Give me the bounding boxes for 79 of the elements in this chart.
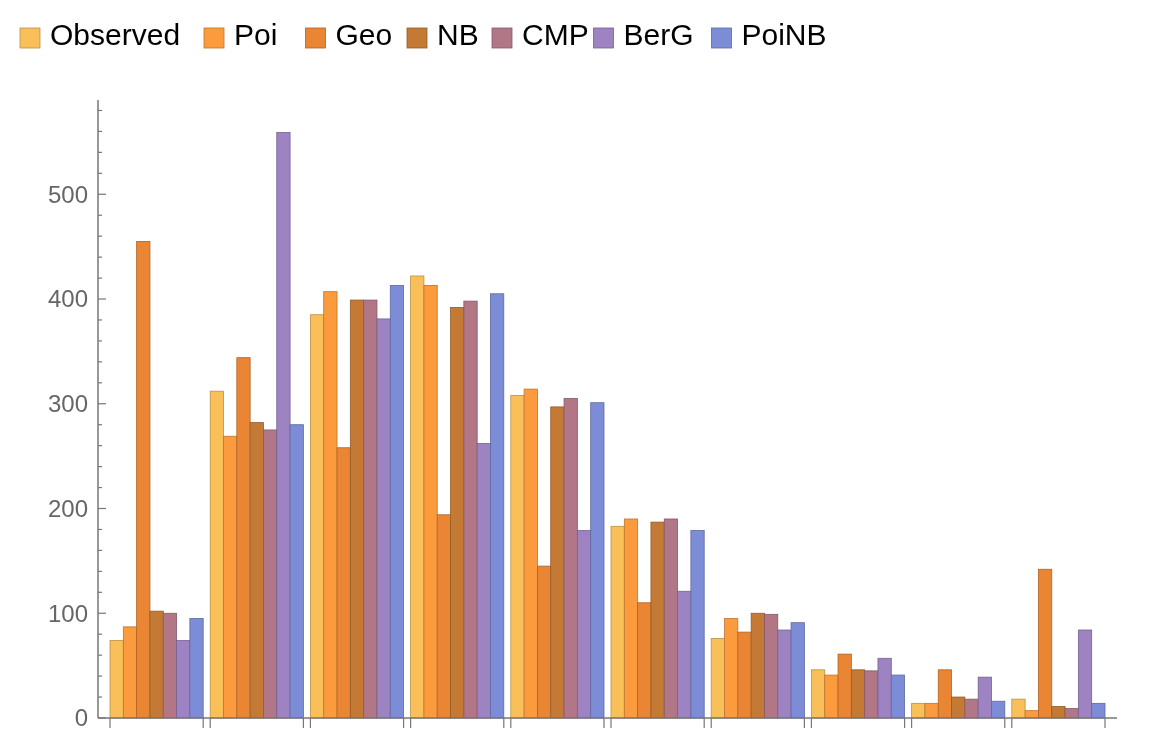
bar [563, 398, 578, 719]
bar [890, 674, 905, 719]
y-tick-label: 100 [47, 599, 88, 627]
bar [951, 696, 966, 719]
bar [263, 429, 278, 719]
bar [490, 293, 505, 719]
bar [750, 612, 765, 719]
legend-label: BerG [623, 18, 694, 51]
bar [837, 653, 852, 719]
bar [964, 698, 979, 719]
bar [991, 700, 1006, 719]
bar [724, 618, 739, 719]
bar [410, 275, 425, 719]
bar [710, 637, 725, 719]
bar [877, 657, 892, 719]
legend-label: PoiNB [741, 18, 827, 51]
y-tick-label: 400 [47, 285, 88, 313]
bar [1038, 568, 1053, 719]
legend-label: Observed [50, 18, 181, 51]
bar [450, 307, 465, 719]
bar [176, 640, 191, 719]
bar [122, 626, 138, 719]
bar [937, 669, 952, 719]
bar [510, 394, 525, 719]
bar [737, 631, 752, 719]
bar [389, 285, 404, 719]
legend-label: Geo [335, 18, 393, 51]
bar [537, 565, 552, 719]
bar [476, 443, 491, 719]
bar [977, 676, 992, 719]
bar [623, 518, 639, 719]
bar [109, 640, 124, 719]
bar [790, 622, 805, 719]
bar [850, 669, 866, 719]
bar [610, 525, 625, 719]
bar [924, 702, 939, 719]
bar [236, 357, 251, 719]
bar [677, 590, 692, 719]
bar [276, 132, 291, 719]
y-tick-label: 300 [47, 390, 88, 418]
bar [463, 300, 478, 719]
bar [436, 514, 451, 719]
bar [209, 390, 224, 719]
bar [149, 610, 164, 719]
bar [363, 299, 378, 719]
bar [590, 402, 605, 719]
bar [690, 530, 705, 719]
bar [523, 388, 538, 719]
legend-label: CMP [522, 18, 589, 51]
bar [550, 406, 565, 719]
legend-label: NB [437, 18, 479, 51]
bar [189, 618, 204, 719]
bar [650, 521, 665, 719]
bar [323, 291, 338, 719]
bar [1091, 702, 1106, 719]
bar [349, 299, 365, 719]
bar [824, 674, 839, 719]
bar [576, 530, 592, 719]
bar [136, 241, 151, 719]
bar [663, 518, 678, 719]
bar [310, 314, 325, 719]
bar [811, 669, 826, 719]
bar [336, 447, 351, 719]
bar [777, 629, 792, 719]
y-tick-label: 0 [74, 704, 88, 732]
bar [1011, 698, 1026, 719]
bar [223, 435, 238, 719]
bar [764, 613, 779, 719]
bar [423, 285, 438, 719]
bar [864, 670, 879, 719]
bar [249, 422, 264, 719]
y-tick-label: 500 [47, 180, 88, 208]
y-tick-label: 200 [47, 494, 88, 522]
bar [162, 612, 177, 719]
bar [289, 424, 304, 719]
bar [637, 602, 652, 719]
bar [376, 318, 391, 719]
legend-label: Poi [234, 18, 278, 51]
bar [1077, 629, 1093, 719]
